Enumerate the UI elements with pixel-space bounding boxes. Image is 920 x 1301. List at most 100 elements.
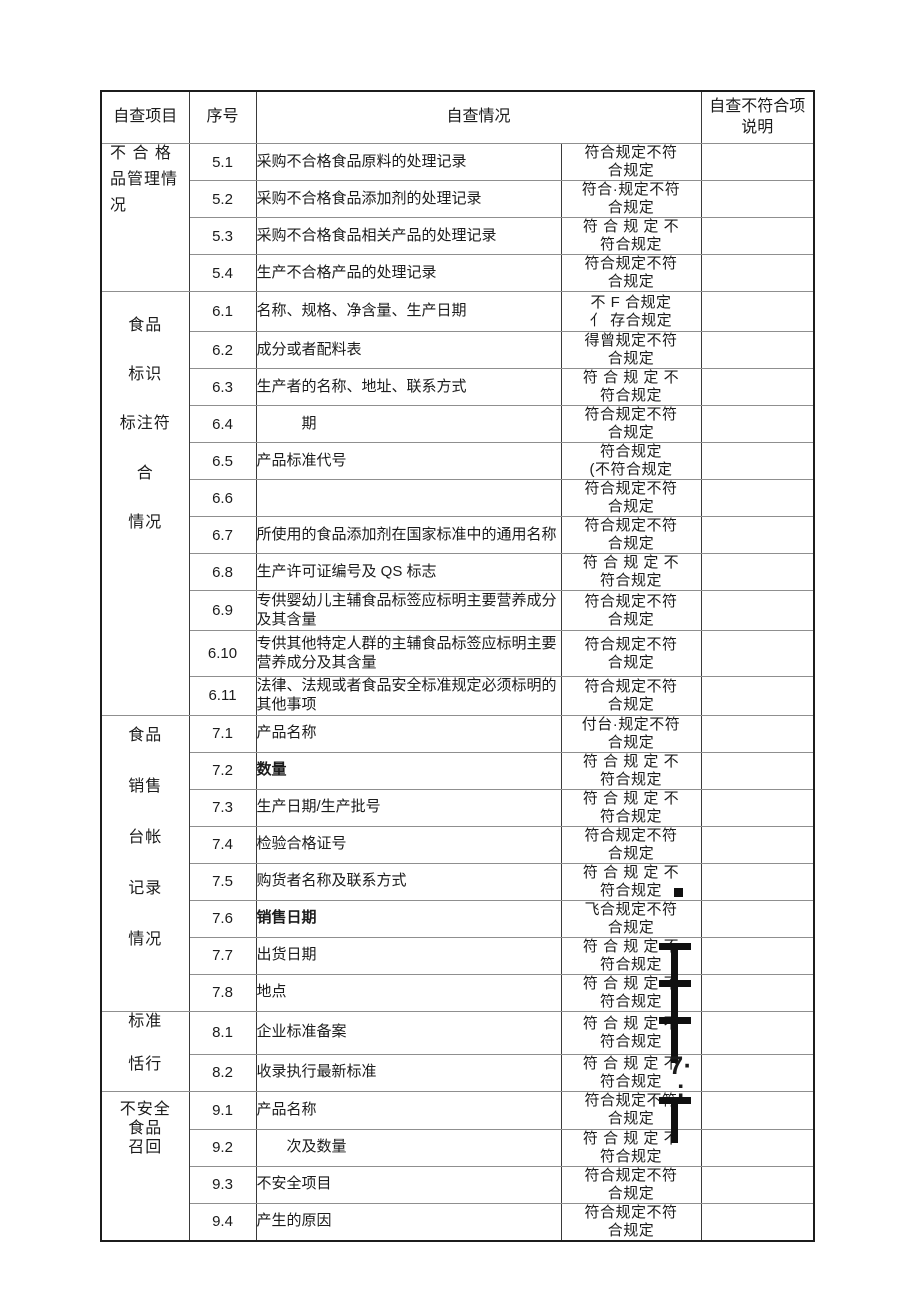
table-header: 自查项目 序号 自查情况 自查不符合项说明 xyxy=(100,90,815,144)
row-description: 名称、规格、净含量、生产日期 xyxy=(255,291,562,332)
row-description: 采购不合格食品添加剂的处理记录 xyxy=(255,180,562,218)
row-status: 符 合 规 定 不 符合规定 xyxy=(560,751,702,790)
row-serial: 6.6 xyxy=(188,479,257,517)
row-status: 符 合 规 定 不 符合规定 xyxy=(560,788,702,827)
section-label: 不 合 格品管理情况 xyxy=(100,143,190,292)
table-row: 6.9 专供婴幼儿主辅食品标签应标明主要营养成分及其含量 符合规定不符 合规定 xyxy=(101,590,815,631)
row-description: 不安全项目 xyxy=(255,1165,562,1204)
row-description: 采购不合格食品相关产品的处理记录 xyxy=(255,217,562,255)
section-label-text: 食品 标识 标注符合情况 xyxy=(102,292,189,532)
table-row: 6.6 符合规定不符 合规定 xyxy=(101,479,815,517)
row-description: 销售日期 xyxy=(255,899,562,938)
section-label-line: 情况 xyxy=(128,513,163,531)
row-status: 符合·规定不符 合规定 xyxy=(560,180,702,218)
row-note-cell xyxy=(700,751,815,790)
table-row: 6.2 成分或者配料表 得曾规定不符 合规定 xyxy=(101,331,815,369)
row-status: 符合规定不符 合规定 xyxy=(560,254,702,292)
row-status: 符合规定不符 合规定 xyxy=(560,479,702,517)
table-row: 6.3 生产者的名称、地址、联系方式符 合 规 定 不 符合规定 xyxy=(101,368,815,406)
row-status: 符 合 规 定 不 符合规定 xyxy=(560,217,702,255)
row-description: 生产不合格产品的处理记录 xyxy=(255,254,562,292)
table-row: 7.7 出货日期符 合 规 定 不 符合规定 xyxy=(101,936,815,989)
section-label-line: 不 合 格 xyxy=(110,145,172,162)
row-note-cell xyxy=(700,1010,815,1055)
table-row: 不安全 食品 召回 9.1 产品名称 符合规定不符 合规定 xyxy=(100,1090,815,1241)
table-body: 不 合 格品管理情况 5.1 采购不合格食品原料的处理记录 符合规定不符 合规定 5.2… xyxy=(100,143,815,1241)
row-serial: 6.7 xyxy=(188,516,257,554)
col-header-serial: 序号 xyxy=(188,90,257,144)
section-label: 不安全 食品 召回 xyxy=(100,1090,190,1241)
row-serial: 7.2 xyxy=(188,751,257,790)
row-status: 符 合 规 定 不 符合规定 xyxy=(560,553,702,591)
section-label-line: 记录 xyxy=(128,880,163,898)
col-header-item: 自查项目 xyxy=(100,90,190,144)
row-note-cell xyxy=(700,254,815,292)
row-serial: 9.2 xyxy=(188,1128,257,1167)
row-description: 专供婴幼儿主辅食品标签应标明主要营养成分及其含量 xyxy=(255,590,562,631)
row-description: 产品名称 xyxy=(255,1090,562,1130)
row-status: 符合规定不符 合规定 xyxy=(560,143,702,181)
table-row: 8.2 收录执行最新标准符 合 规 定 不 符合规定 7· ; xyxy=(101,1053,815,1102)
row-note-cell xyxy=(700,368,815,406)
row-description: 成分或者配料表 xyxy=(255,331,562,369)
row-serial: 7.4 xyxy=(188,825,257,864)
section-label-line: 情况 xyxy=(128,931,163,949)
section-label-text: 标准 恬行 xyxy=(102,1012,189,1074)
row-note-cell xyxy=(700,479,815,517)
row-status: 符合规定不符 合规定 xyxy=(560,825,702,864)
row-note-cell xyxy=(700,1202,815,1241)
table-row: 5.2 采购不合格食品添加剂的处理记录 符合·规定不符 合规定 xyxy=(101,180,815,218)
scan-artifact-square-icon xyxy=(673,887,683,897)
section-label: 标准 恬行 xyxy=(100,1010,190,1092)
section-label: 食品 标识 标注符合情况 xyxy=(100,291,190,716)
row-serial: 6.4 xyxy=(188,405,257,443)
section-label-line: 食品 xyxy=(128,317,163,334)
row-serial: 6.3 xyxy=(188,368,257,406)
section-label-text: 不安全 食品 召回 xyxy=(102,1092,189,1170)
row-description: 生产者的名称、地址、联系方式 xyxy=(255,368,562,406)
header-row: 自查项目 序号 自查情况 自查不符合项说明 xyxy=(100,90,815,144)
row-note-cell xyxy=(700,442,815,480)
row-serial: 6.10 xyxy=(188,630,257,677)
row-serial: 6.5 xyxy=(188,442,257,480)
row-status: 符 合 规 定 不 符合规定 7· ; xyxy=(560,1053,702,1102)
row-note-cell xyxy=(700,825,815,864)
row-note-cell xyxy=(700,936,815,975)
row-serial: 9.3 xyxy=(188,1165,257,1204)
row-serial: 6.2 xyxy=(188,331,257,369)
row-status: 符合规定不符 合规定 xyxy=(560,630,702,677)
row-description: 采购不合格食品原料的处理记录 xyxy=(255,143,562,181)
row-note-cell xyxy=(700,788,815,827)
row-serial: 7.5 xyxy=(188,862,257,901)
row-status: 得曾规定不符 合规定 xyxy=(560,331,702,369)
row-note-cell xyxy=(700,1053,815,1092)
row-serial: 5.2 xyxy=(188,180,257,218)
section-label-line: 标注符 xyxy=(119,415,171,433)
table-row: 标准 恬行 8.1 企业标准备案符 合 规 定 不 符合规定 xyxy=(100,1010,815,1092)
row-serial: 8.2 xyxy=(188,1053,257,1092)
row-description: 产生的原因 xyxy=(255,1202,562,1241)
row-serial: 7.8 xyxy=(188,973,257,1012)
row-status: 符 合 规 定 不 符合规定 xyxy=(560,936,702,989)
row-note-cell xyxy=(700,1165,815,1204)
row-description: 收录执行最新标准 xyxy=(255,1053,562,1092)
row-serial: 5.3 xyxy=(188,217,257,255)
section-label-line: 标准 xyxy=(128,1012,163,1030)
self-inspection-table: 自查项目 序号 自查情况 自查不符合项说明 不 合 格品管理情况 5.1 采购不合格… xyxy=(100,90,816,1242)
row-status: 符合规定不符 合规定 xyxy=(560,405,702,443)
row-description: 数量 xyxy=(255,751,562,790)
row-description: 次及数量 xyxy=(255,1128,562,1167)
section-label-text: 不 合 格品管理情况 xyxy=(102,144,189,216)
row-serial: 6.9 xyxy=(188,590,257,631)
row-description: 生产许可证编号及 QS 标志 xyxy=(255,553,562,591)
row-description: 检验合格证号 xyxy=(255,825,562,864)
row-status: 符 合 规 定 不 符合规定 xyxy=(560,1128,702,1167)
section-label: 食品 销售 台帐 记录 情况 xyxy=(100,714,190,1012)
row-description: 所使用的食品添加剂在国家标准中的通用名称 xyxy=(255,516,562,554)
row-note-cell xyxy=(700,516,815,554)
section-label-line: 合 xyxy=(136,464,154,482)
row-note-cell xyxy=(700,180,815,218)
section-label-line: 食品 xyxy=(128,726,163,744)
row-status: 符合规定 (不符合规定 xyxy=(560,442,702,480)
